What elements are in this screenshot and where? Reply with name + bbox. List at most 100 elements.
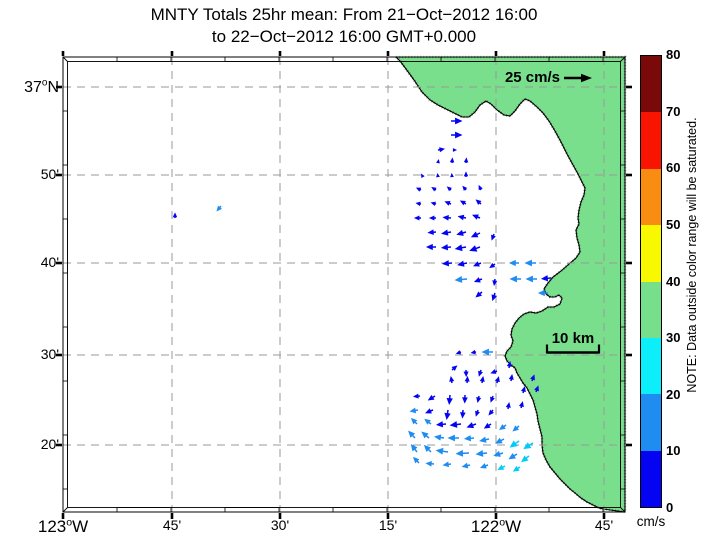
x-tick-label: 122oW <box>470 516 522 536</box>
y-tick-label: 50' <box>40 166 59 182</box>
current-vector <box>466 422 477 429</box>
current-vector <box>475 199 482 205</box>
current-vector <box>451 365 458 371</box>
current-vector <box>444 201 452 206</box>
land-polygon <box>395 56 626 513</box>
current-vector <box>425 243 436 251</box>
current-vector <box>454 244 467 252</box>
current-vector <box>490 395 495 403</box>
current-vector <box>442 214 452 221</box>
current-vector <box>428 215 436 221</box>
colorbar-segment <box>641 394 661 451</box>
current-vector <box>172 212 178 218</box>
colorbar-tick-label: 70 <box>666 103 681 119</box>
current-vector <box>475 291 483 298</box>
current-vector <box>508 453 518 460</box>
current-vector <box>427 394 436 401</box>
current-vector <box>506 361 512 369</box>
current-vector <box>454 276 468 283</box>
current-vector <box>441 260 453 267</box>
current-vector <box>412 456 420 464</box>
colorbar-segment <box>641 112 661 169</box>
current-vector <box>476 395 482 403</box>
colorbar-units-label: cm/s <box>636 514 666 529</box>
current-vector <box>472 214 481 220</box>
current-vector <box>497 464 506 471</box>
current-vector <box>463 435 475 442</box>
current-vector <box>495 437 505 444</box>
current-vector <box>425 460 435 467</box>
current-vector <box>456 229 467 236</box>
current-vector <box>455 350 462 355</box>
current-vector <box>451 117 463 125</box>
current-vector <box>410 444 418 453</box>
grid-lines <box>63 57 625 512</box>
reference-arrow-label: 25 cm/s <box>504 69 560 86</box>
y-tick-label: 37oN <box>24 78 59 97</box>
current-vector <box>447 434 459 442</box>
current-vector <box>524 259 536 267</box>
current-vector <box>512 425 520 432</box>
current-vector <box>491 233 496 241</box>
current-vector <box>490 369 498 374</box>
colorbar <box>640 55 662 508</box>
x-tick-label: 45' <box>594 517 614 533</box>
current-vector <box>412 393 421 399</box>
current-vector <box>463 157 469 164</box>
y-tick-label: 40' <box>40 254 59 270</box>
current-vector <box>488 409 494 416</box>
current-vector <box>473 261 482 267</box>
current-vector <box>421 431 430 439</box>
current-vector <box>446 186 452 192</box>
map-frame <box>62 56 626 513</box>
current-vectors <box>172 117 552 472</box>
current-vector <box>475 450 488 457</box>
x-tick-label: 15' <box>378 517 398 533</box>
current-vector <box>464 375 470 384</box>
x-tick-label: 30' <box>270 517 290 533</box>
current-vector <box>508 259 519 267</box>
current-vector <box>492 278 498 287</box>
y-tick-label: 30' <box>40 346 59 362</box>
current-vector <box>441 229 452 236</box>
current-vector <box>489 262 496 269</box>
colorbar-segment <box>641 337 661 395</box>
current-vector <box>509 440 520 448</box>
current-vector <box>427 229 437 236</box>
current-vector <box>430 201 437 206</box>
current-vector <box>509 275 521 283</box>
current-vector <box>424 418 432 425</box>
x-tick-label: 45' <box>162 517 182 533</box>
current-vector <box>440 244 452 251</box>
current-vector <box>449 376 455 384</box>
current-vector <box>470 231 481 238</box>
current-vector <box>463 171 469 177</box>
colorbar-tick-label: 10 <box>666 443 681 459</box>
current-vector <box>540 275 552 282</box>
colorbar-tick-label: 50 <box>666 216 681 232</box>
colorbar-note: NOTE: Data outside color range will be s… <box>685 117 699 393</box>
current-vector <box>436 172 440 178</box>
current-vector <box>455 449 470 457</box>
current-vector <box>459 409 466 419</box>
current-vector <box>479 436 490 443</box>
y-tick-label: 20' <box>40 436 59 452</box>
current-vector <box>530 374 535 382</box>
scale-bar <box>545 344 601 354</box>
current-vector <box>420 173 425 179</box>
current-vector <box>491 292 497 302</box>
colorbar-tick-label: 30 <box>666 330 681 346</box>
current-vector <box>452 148 458 152</box>
colorbar-tick-label: 60 <box>666 160 681 176</box>
current-vector <box>523 442 534 450</box>
current-vector <box>449 157 455 164</box>
current-vector <box>469 245 481 252</box>
reference-arrow-icon <box>564 73 592 83</box>
current-vector <box>415 187 422 192</box>
current-vector <box>493 450 504 457</box>
current-vector <box>423 444 432 453</box>
colorbar-segment <box>641 281 661 338</box>
colorbar-tick-label: 80 <box>666 47 681 62</box>
current-vector <box>479 463 489 469</box>
